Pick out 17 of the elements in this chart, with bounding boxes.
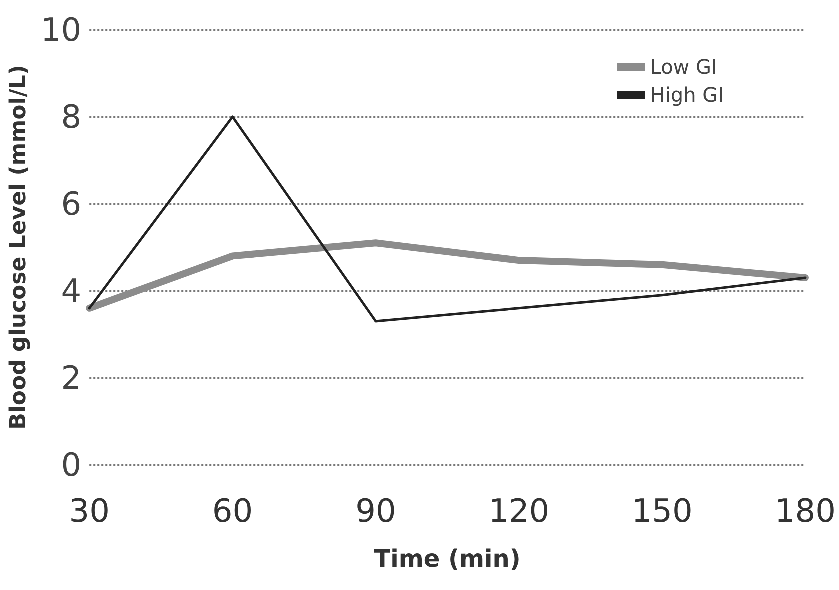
x-tick-label: 30 xyxy=(69,492,110,530)
legend-label: Low GI xyxy=(650,55,718,79)
y-tick-label: 8 xyxy=(61,98,82,136)
x-tick-label: 180 xyxy=(774,492,836,530)
x-tick-label: 90 xyxy=(356,492,396,530)
y-axis-title: Blood glucose Level (mmol/L) xyxy=(6,65,32,430)
y-tick-label: 2 xyxy=(61,359,82,397)
y-tick-label: 4 xyxy=(61,272,82,310)
legend-label: High GI xyxy=(650,83,724,107)
line-series xyxy=(88,116,807,323)
y-tick-label: 10 xyxy=(40,11,82,49)
y-tick-label: 6 xyxy=(61,185,82,223)
y-tick-label: 0 xyxy=(61,446,82,484)
x-tick-label: 60 xyxy=(212,492,254,530)
x-axis-title: Time (min) xyxy=(374,545,521,573)
x-tick-label: 150 xyxy=(632,492,693,530)
x-tick-label: 120 xyxy=(488,492,550,530)
